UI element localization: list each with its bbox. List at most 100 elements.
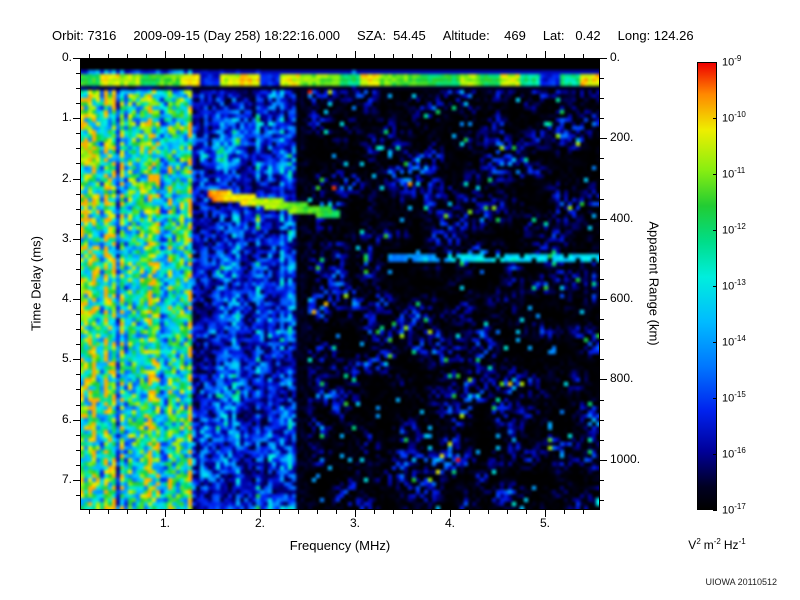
y2-minor-tick xyxy=(600,118,604,119)
x-minor-tick xyxy=(507,510,508,514)
header-latitude: Lat: 0.42 xyxy=(542,28,601,43)
y2-minor-tick xyxy=(600,78,604,79)
colorbar-tick xyxy=(713,342,717,343)
x-minor-tick xyxy=(469,510,470,514)
y-minor-tick xyxy=(76,344,80,345)
y2-minor-tick xyxy=(600,359,604,360)
y2-minor-tick xyxy=(600,239,604,240)
x-axis-title: Frequency (MHz) xyxy=(289,538,391,553)
y-minor-tick xyxy=(76,194,80,195)
y2-major-tick xyxy=(600,460,607,461)
colorbar-tick xyxy=(713,286,717,287)
x-major-tick-top xyxy=(165,51,166,58)
y-tick-label: 4. xyxy=(61,291,72,305)
x-minor-tick-top xyxy=(336,54,337,58)
x-minor-tick xyxy=(431,510,432,514)
y-major-tick xyxy=(73,58,80,59)
y2-minor-tick xyxy=(600,179,604,180)
colorbar-tick-label: 10-12 xyxy=(722,222,746,237)
colorbar-tick xyxy=(713,62,717,63)
x-tick-label: 3. xyxy=(349,516,360,530)
y2-minor-tick xyxy=(600,500,604,501)
y2-tick-label: 1000. xyxy=(610,452,641,466)
x-major-tick-top xyxy=(450,51,451,58)
y2-tick-label: 400. xyxy=(610,211,634,225)
y2-major-tick xyxy=(600,58,607,59)
y-minor-tick xyxy=(76,133,80,134)
x-minor-tick xyxy=(298,510,299,514)
y-tick-label: 2. xyxy=(61,171,72,185)
y-minor-tick xyxy=(76,163,80,164)
y2-minor-tick xyxy=(600,199,604,200)
y-minor-tick xyxy=(76,269,80,270)
y2-minor-tick xyxy=(600,158,604,159)
x-minor-tick xyxy=(583,510,584,514)
x-minor-tick xyxy=(222,510,223,514)
header-longitude: Long: 124.26 xyxy=(617,28,694,43)
colorbar-tick xyxy=(713,510,717,511)
y2-minor-tick xyxy=(600,319,604,320)
x-tick-label: 4. xyxy=(444,516,455,530)
x-minor-tick xyxy=(564,510,565,514)
colorbar-tick-label: 10-17 xyxy=(722,502,746,517)
y-tick-label: 1. xyxy=(61,110,72,124)
x-minor-tick-top xyxy=(241,54,242,58)
y-minor-tick xyxy=(76,209,80,210)
y2-tick-label: 800. xyxy=(610,371,634,385)
x-minor-tick-top xyxy=(412,54,413,58)
y-tick-label: 6. xyxy=(61,412,72,426)
y2-minor-tick xyxy=(600,400,604,401)
y-minor-tick xyxy=(76,465,80,466)
y-minor-tick xyxy=(76,148,80,149)
y-major-tick xyxy=(73,179,80,180)
colorbar-tick-label: 10-13 xyxy=(722,278,746,293)
x-minor-tick xyxy=(108,510,109,514)
x-minor-tick-top xyxy=(374,54,375,58)
y-minor-tick xyxy=(76,405,80,406)
x-minor-tick-top xyxy=(184,54,185,58)
y-minor-tick xyxy=(76,103,80,104)
x-minor-tick-top xyxy=(393,54,394,58)
x-tick-label: 1. xyxy=(159,516,170,530)
y-major-tick xyxy=(73,480,80,481)
y-tick-label: 5. xyxy=(61,351,72,365)
y-major-tick xyxy=(73,420,80,421)
y-major-tick xyxy=(73,359,80,360)
y-tick-label: 0. xyxy=(61,50,72,64)
colorbar-tick-label: 10-16 xyxy=(722,446,746,461)
x-major-tick xyxy=(260,510,261,517)
y-minor-tick xyxy=(76,495,80,496)
x-tick-label: 2. xyxy=(254,516,265,530)
x-minor-tick xyxy=(526,510,527,514)
x-major-tick-top xyxy=(545,51,546,58)
x-minor-tick-top xyxy=(317,54,318,58)
y-major-tick xyxy=(73,118,80,119)
x-minor-tick xyxy=(374,510,375,514)
x-minor-tick-top xyxy=(583,54,584,58)
x-minor-tick-top xyxy=(526,54,527,58)
y2-major-tick xyxy=(600,138,607,139)
y-minor-tick xyxy=(76,389,80,390)
y-minor-tick xyxy=(76,224,80,225)
x-minor-tick xyxy=(89,510,90,514)
x-minor-tick xyxy=(412,510,413,514)
header-orbit: Orbit: 7316 xyxy=(52,28,117,43)
x-minor-tick xyxy=(279,510,280,514)
y-major-tick xyxy=(73,239,80,240)
x-minor-tick xyxy=(393,510,394,514)
y-minor-tick xyxy=(76,329,80,330)
x-minor-tick-top xyxy=(89,54,90,58)
y-minor-tick xyxy=(76,374,80,375)
y-tick-label: 3. xyxy=(61,231,72,245)
y-minor-tick xyxy=(76,88,80,89)
spectrogram-canvas xyxy=(80,58,600,510)
y2-major-tick xyxy=(600,219,607,220)
header-sza: SZA: 54.45 xyxy=(357,28,426,43)
x-major-tick xyxy=(450,510,451,517)
header-altitude: Altitude: 469 xyxy=(442,28,526,43)
colorbar-unit-label: V2 m-2 Hz-1 xyxy=(688,537,746,552)
y2-minor-tick xyxy=(600,440,604,441)
y-minor-tick xyxy=(76,284,80,285)
x-minor-tick xyxy=(127,510,128,514)
y2-tick-label: 200. xyxy=(610,130,634,144)
